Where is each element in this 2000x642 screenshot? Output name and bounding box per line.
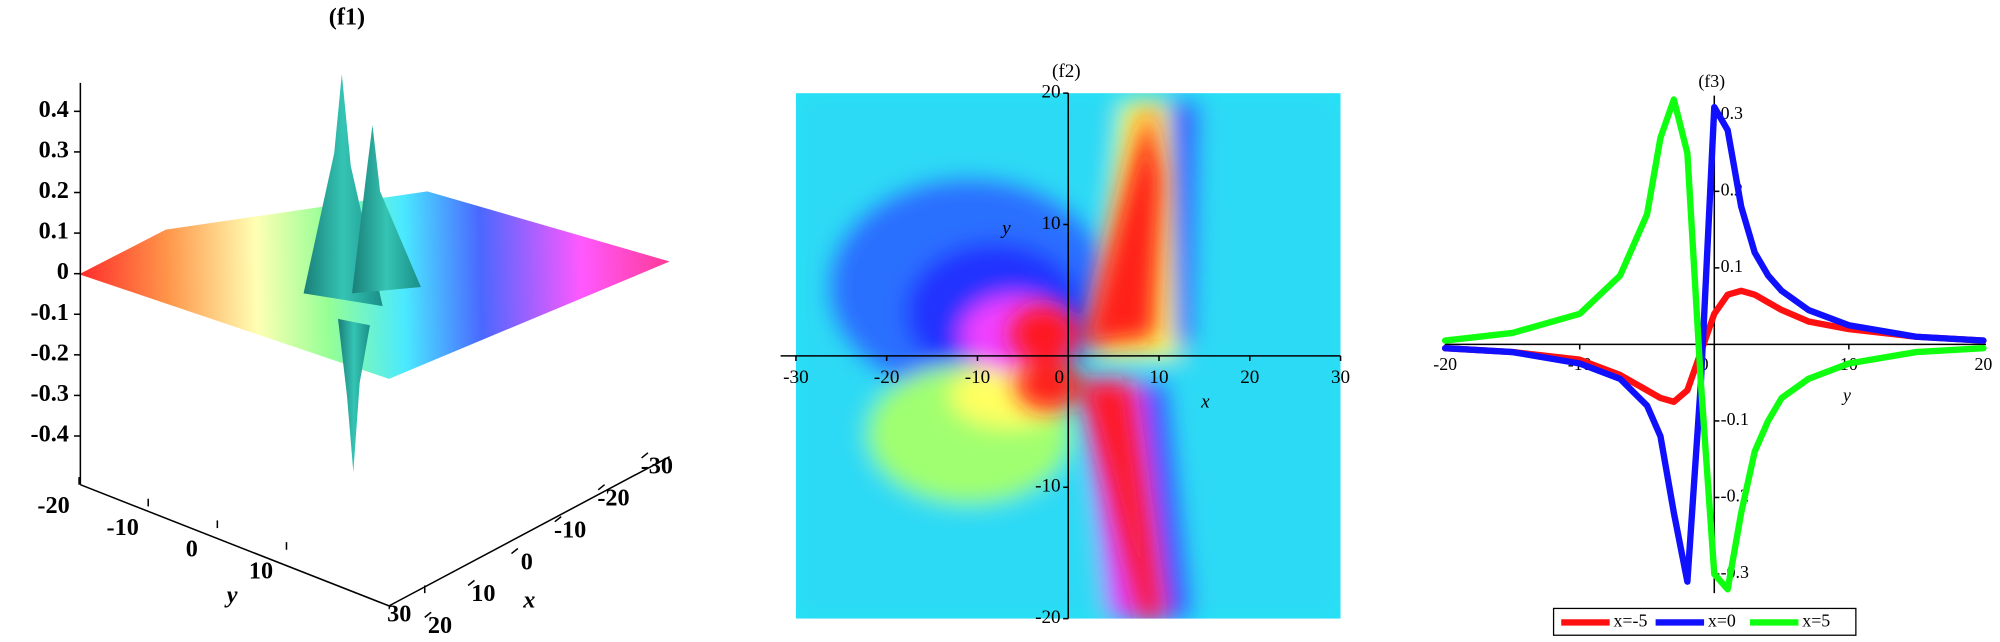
y-tick-label: 0.1 [1721,256,1743,276]
x-tick-label: -20 [1433,354,1457,374]
y-tick-label: 30 [387,601,411,628]
x-tick-label: 0 [1055,367,1065,388]
x-tick-label: 10 [1149,367,1168,388]
x-tick-label: -10 [554,516,586,543]
x-tick-label: -20 [874,367,900,388]
line-series [1441,96,1987,593]
z-tick-label: 0.3 [39,136,69,163]
y-tick-label: -10 [1035,476,1061,497]
y-tick-label: -20 [37,492,69,519]
x-tick-label: 20 [1240,367,1259,388]
y-tick-label: 0.3 [1721,103,1743,123]
y-axis-label: y [1000,218,1011,239]
x-tick-label: 20 [1974,354,1992,374]
x-tick [424,611,432,618]
y-tick-label: -20 [1035,607,1061,628]
x-tick-label: 30 [1331,367,1350,388]
z-tick-label: -0.3 [31,380,69,407]
legend-label: x=-5 [1614,611,1648,631]
y-tick-label: 10 [1041,213,1060,234]
z-tick-label: -0.2 [31,339,69,366]
surface [79,73,670,472]
y-tick-label: 20 [1041,82,1060,103]
y-axis [80,483,390,607]
x-axis-label: x [1200,391,1210,412]
x-tick-label: -20 [597,485,629,512]
z-tick-label: 0.2 [39,177,69,204]
line-series [1441,103,1987,585]
x-axis-label: x [522,587,535,614]
y-axis-label: y [224,582,238,609]
x-tick [511,547,519,555]
x-tick-label: -30 [641,453,673,480]
y-tick-label: -0.1 [1721,409,1749,429]
z-tick-label: -0.4 [31,421,69,448]
x-tick [554,516,562,523]
x-tick-label: 0 [521,548,533,575]
chart-title: (f2) [1052,61,1081,82]
z-tick-label: 0 [57,258,69,285]
y-tick-label: 0 [186,536,198,563]
x-axis [388,455,671,607]
y-tick-label: -10 [107,514,139,541]
z-tick-label: 0.1 [39,218,69,245]
chart-title: (f1) [329,4,365,31]
chart-title: (f3) [1698,71,1725,92]
x-tick [467,579,475,587]
x-tick-label: -30 [783,367,809,388]
z-tick-label: 0.4 [39,96,69,123]
legend-label: x=5 [1802,611,1830,631]
legend-label: x=0 [1708,611,1736,631]
x-tick-label: -10 [965,367,991,388]
x-axis-label: y [1841,385,1851,405]
y-tick-label: 10 [249,557,273,584]
x-tick-label: 20 [428,612,452,639]
line-series [1441,287,1987,405]
x-tick-label: 10 [471,580,495,607]
z-tick-label: -0.1 [31,299,69,326]
x-tick [641,452,649,459]
x-tick [597,484,606,491]
